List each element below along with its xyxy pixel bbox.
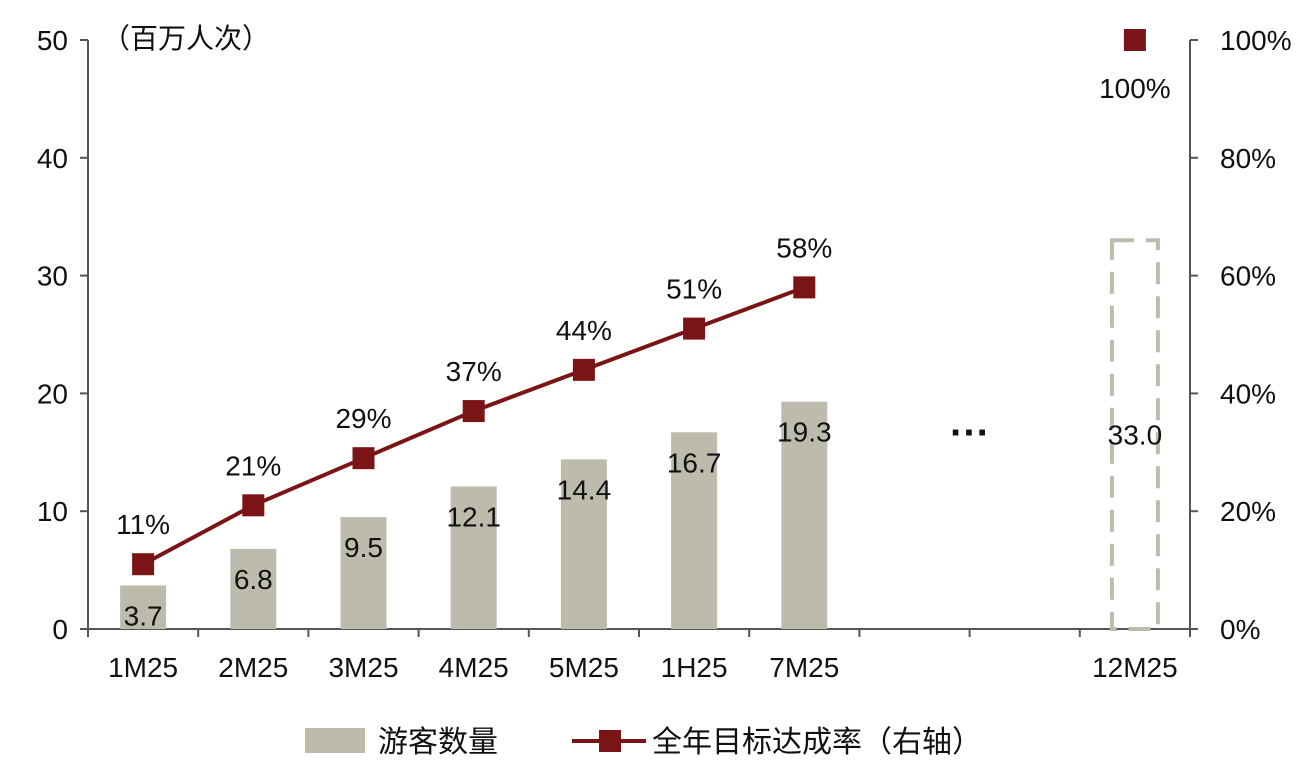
left-tick-label: 10 — [37, 496, 68, 527]
axes: 0 10 20 30 40 50 0% 20% 40% 60% 80% 100% 1M25 2M25 3M2… — [37, 25, 1292, 683]
rate-value-label: 58% — [776, 232, 832, 263]
rate-value-label: 44% — [556, 315, 612, 346]
unit-label: （百万人次） — [102, 23, 270, 54]
bar-value-label: 19.3 — [777, 417, 832, 448]
visitor-bar — [671, 432, 718, 629]
rate-marker — [1123, 29, 1146, 51]
x-tick-label: 2M25 — [218, 652, 288, 683]
rate-marker — [572, 358, 595, 381]
right-tick-label: 100% — [1220, 25, 1292, 56]
left-tick-label: 0 — [52, 614, 68, 645]
visitor-bar — [120, 585, 167, 629]
bar-value-label: 16.7 — [667, 447, 722, 478]
legend-bar-swatch — [305, 728, 365, 753]
visitor-bar — [450, 486, 497, 629]
left-tick-label: 20 — [37, 378, 68, 409]
legend-line-label: 全年目标达成率（右轴） — [652, 726, 982, 759]
rate-marker — [352, 447, 375, 470]
rate-marker — [132, 553, 155, 576]
x-tick-label: 7M25 — [769, 652, 839, 683]
x-tick-label: 3M25 — [328, 652, 398, 683]
legend-bar-label: 游客数量 — [378, 726, 498, 759]
gap-marker: ··· — [950, 411, 990, 455]
visitor-bar — [340, 517, 387, 629]
x-tick-label: 5M25 — [549, 652, 619, 683]
right-tick-label: 80% — [1220, 143, 1276, 174]
bars — [120, 238, 1160, 631]
target-bar-label: 33.0 — [1108, 420, 1163, 451]
rate-marker — [793, 276, 816, 299]
rate-marker — [242, 494, 265, 517]
bar-value-label: 9.5 — [344, 532, 383, 563]
rate-line — [132, 29, 1146, 576]
right-tick-label: 40% — [1220, 378, 1276, 409]
visitor-bar — [230, 548, 277, 629]
left-tick-label: 30 — [37, 261, 68, 292]
x-tick-label: 1H25 — [661, 652, 728, 683]
data-labels: 3.7 6.8 9.5 12.1 14.4 16.7 19.3 33.0 11% 21% 29% 37… — [116, 73, 1171, 631]
right-tick-label: 20% — [1220, 496, 1276, 527]
left-tick-label: 50 — [37, 25, 68, 56]
legend-line-marker — [599, 730, 621, 752]
visitor-bar — [560, 459, 607, 629]
visitor-bar — [781, 401, 828, 629]
right-tick-label: 0% — [1220, 614, 1260, 645]
rate-line-path — [143, 40, 1135, 564]
x-tick-label: 1M25 — [108, 652, 178, 683]
x-tick-label: 4M25 — [439, 652, 509, 683]
right-tick-label: 60% — [1220, 261, 1276, 292]
rate-marker — [683, 317, 706, 340]
rate-marker — [462, 400, 485, 423]
rate-value-label: 11% — [116, 509, 170, 540]
x-tick-label: 12M25 — [1092, 652, 1178, 683]
rate-value-label: 29% — [335, 403, 391, 434]
rate-value-label: 21% — [225, 450, 281, 481]
bar-value-label: 6.8 — [234, 564, 273, 595]
rate-value-label: 51% — [666, 274, 722, 305]
legend: 游客数量 全年目标达成率（右轴） — [305, 726, 982, 759]
bar-value-label: 3.7 — [124, 600, 163, 631]
rate-value-label: 37% — [446, 356, 502, 387]
target-bar — [1109, 238, 1160, 631]
bar-value-label: 12.1 — [446, 501, 501, 532]
bar-value-label: 14.4 — [557, 474, 612, 505]
left-tick-label: 40 — [37, 143, 68, 174]
rate-value-label: 100% — [1099, 73, 1171, 104]
